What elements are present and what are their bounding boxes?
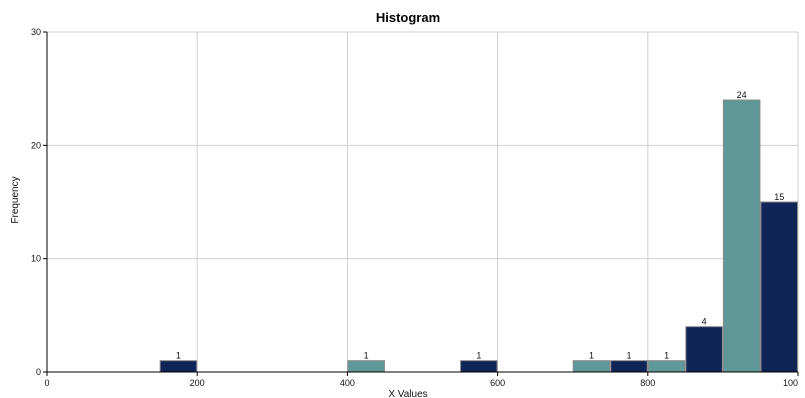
histogram-bar xyxy=(722,99,761,373)
x-tick-label: 200 xyxy=(190,378,205,388)
x-tick-label: 100 xyxy=(783,378,798,388)
bar-value-label: 1 xyxy=(364,351,369,361)
bar-value-label: 1 xyxy=(664,351,669,361)
y-tick-label: 30 xyxy=(31,27,41,37)
x-tick-label: 0 xyxy=(44,378,49,388)
bar-value-label: 15 xyxy=(774,192,784,202)
y-tick-label: 10 xyxy=(31,254,41,264)
histogram-bar xyxy=(460,360,498,373)
bar-value-label: 24 xyxy=(737,90,747,100)
axes xyxy=(43,31,799,376)
histogram-bar xyxy=(159,360,198,373)
y-tick-label: 20 xyxy=(31,140,41,150)
bar-value-label: 1 xyxy=(176,351,181,361)
bar-value-label: 4 xyxy=(702,317,707,327)
chart-title: Histogram xyxy=(376,10,440,25)
histogram-bar xyxy=(647,360,686,373)
histogram-bar xyxy=(685,326,723,373)
bars xyxy=(159,99,799,373)
bar-value-label: 1 xyxy=(589,351,594,361)
grid-lines xyxy=(47,31,799,372)
bar-value-label: 1 xyxy=(476,351,481,361)
x-axis-label: X Values xyxy=(388,389,427,398)
histogram-bar xyxy=(572,360,611,373)
x-tick-label: 400 xyxy=(340,378,355,388)
x-tick-label: 600 xyxy=(490,378,505,388)
data-labels: 1 1 1 1 1 1 4 24 15 xyxy=(176,90,784,361)
y-tick-label: 0 xyxy=(36,367,41,377)
x-tick-label: 800 xyxy=(640,378,655,388)
bar-value-label: 1 xyxy=(627,351,632,361)
histogram-bar xyxy=(760,201,799,373)
histogram-bar xyxy=(610,360,648,373)
histogram-bar xyxy=(347,360,385,373)
y-axis-label: Frequency xyxy=(10,176,21,223)
